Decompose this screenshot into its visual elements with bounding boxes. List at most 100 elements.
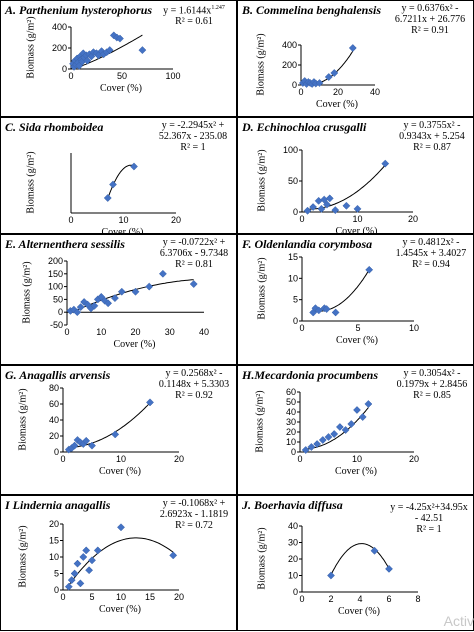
- x-tick-label: 20: [409, 454, 419, 464]
- scatter-plot: 0 50 100 0 200 400: [52, 22, 181, 81]
- regression-equation: y = 0.6376x² -6.7211x + 26.776 R² = 0.91: [386, 3, 474, 36]
- chart-panel-b: B. Commelina benghalensis y = 0.6376x² -6…: [237, 0, 474, 117]
- data-point: [385, 564, 393, 573]
- x-tick-label: 8: [415, 594, 420, 604]
- regression-equation: y = -0.1068x² +2.6923x - 1.1819 R² = 0.72: [151, 498, 237, 531]
- equation-line: 6.3706x - 9.7348: [159, 248, 229, 259]
- equation-line: 6.7211x + 26.776: [394, 14, 466, 25]
- chart-title: E. Alternenthera sessilis: [5, 237, 125, 251]
- data-point: [88, 441, 96, 450]
- equation-line: R² = 0.85: [413, 390, 451, 401]
- data-point: [364, 400, 373, 408]
- data-point: [85, 566, 94, 575]
- y-tick-label: 0: [293, 316, 298, 326]
- data-point: [365, 265, 374, 274]
- data-point: [327, 571, 335, 580]
- scatter-plot: 0 2 4 6 8 0 10 20 30 40: [288, 521, 421, 604]
- equation-line: 0.9343x + 5.254: [399, 131, 465, 142]
- equation-line: R² = 0.87: [413, 142, 451, 153]
- y-tick-label: 40: [286, 407, 296, 417]
- equation-line: y = -4.25x²+34.95x: [390, 502, 468, 513]
- x-tick-label: 20: [171, 215, 181, 225]
- y-tick-label: 10: [49, 552, 59, 562]
- data-point: [70, 569, 79, 578]
- chart-panel-j: J. Boerhavia diffusa y = -4.25x²+34.95x - …: [237, 495, 474, 631]
- x-tick-label: 10: [116, 592, 126, 602]
- equation-line: R² = 0.72: [175, 520, 213, 531]
- data-point: [64, 582, 73, 591]
- data-point: [348, 44, 357, 52]
- data-point: [324, 73, 333, 81]
- x-tick-label: 0: [299, 214, 304, 224]
- equation-line: R² = 1: [416, 524, 442, 535]
- y-tick-label: 30: [286, 417, 296, 427]
- equation-line: 2.6923x - 1.1819: [159, 509, 229, 520]
- y-tick-label: 100: [283, 145, 298, 155]
- x-tick-label: 4: [357, 594, 362, 604]
- y-tick-label: 0: [54, 585, 59, 595]
- equation-line: y = 0.3054x² -: [403, 368, 461, 379]
- x-tick-label: 10: [116, 454, 126, 464]
- data-point: [93, 546, 102, 555]
- equation-line: R² = 1: [180, 142, 206, 153]
- equation-line: 0.1148x + 5.3303: [158, 379, 230, 390]
- y-tick-label: 0: [62, 64, 67, 74]
- scatter-plot: 0 10 20 0 20 40 60 80: [49, 383, 184, 464]
- equation-exponent: 1.247: [211, 5, 225, 11]
- equation-line: R² = 0.94: [412, 259, 450, 270]
- regression-equation: y = 0.2568x² -0.1148x + 5.3303 R² = 0.92: [151, 368, 237, 401]
- data-point: [110, 294, 119, 303]
- x-tick-label: 20: [130, 327, 140, 337]
- data-point: [131, 287, 140, 296]
- x-tick-label: 20: [333, 87, 343, 97]
- data-point: [169, 551, 178, 560]
- y-tick-label: 100: [48, 282, 63, 292]
- data-point: [335, 423, 344, 431]
- data-point: [324, 433, 333, 441]
- x-tick-label: 10: [352, 454, 362, 464]
- x-tick-label: 6: [386, 594, 391, 604]
- chart-panel-c: C. Sida rhomboidea y = -2.2945x² +52.367x…: [0, 117, 237, 238]
- x-tick-label: 40: [199, 327, 209, 337]
- data-point: [83, 56, 92, 65]
- y-tick-label: 50: [288, 176, 298, 186]
- x-tick-label: 20: [174, 454, 184, 464]
- data-point: [341, 426, 350, 434]
- data-point: [317, 204, 326, 213]
- regression-equation: y = -2.2945x² +52.367x - 235.08 R² = 1: [149, 120, 237, 153]
- data-point: [79, 553, 88, 561]
- equation-line: y = 0.2568x² -: [165, 368, 223, 379]
- y-tick-label: 20: [288, 554, 298, 564]
- y-tick-label: 50: [286, 397, 296, 407]
- y-tick-label: 40: [49, 415, 59, 425]
- data-point: [331, 206, 340, 215]
- regression-equation: y = 1.6144x1.247 R² = 0.61: [151, 3, 237, 27]
- y-tick-label: 150: [48, 269, 63, 279]
- data-point: [109, 180, 117, 189]
- trendline: [313, 269, 370, 312]
- data-point: [76, 303, 85, 312]
- x-tick-label: 30: [165, 327, 175, 337]
- data-point: [116, 34, 124, 43]
- equation-line: R² = 0.61: [175, 16, 213, 28]
- data-point: [309, 203, 318, 211]
- equation-line: y = 1.6144x1.247: [163, 5, 225, 17]
- equation-line: - 42.51: [414, 513, 444, 524]
- data-point: [189, 280, 198, 288]
- equation-line: y = 0.4812x² -: [402, 237, 460, 248]
- data-point: [370, 546, 379, 555]
- chart-panel-f: F. Oldenlandia corymbosa y = 0.4812x² -1.…: [237, 234, 474, 365]
- data-point: [73, 436, 82, 444]
- y-tick-label: 80: [49, 383, 59, 393]
- x-tick-label: 0: [297, 454, 302, 464]
- equation-line: 52.367x - 235.08: [158, 131, 228, 142]
- data-point: [347, 420, 356, 428]
- chart-title: I Lindernia anagallis: [5, 498, 111, 512]
- data-point: [105, 46, 114, 55]
- equation-line: R² = 0.81: [175, 259, 213, 270]
- scatter-plot: 0 5 10 15 20 0 5 10 15 20: [49, 519, 184, 602]
- y-tick-label: 0: [293, 207, 298, 217]
- chart-panel-d: D. Echinochloa crusgalli y = 0.3755x² -0.…: [237, 117, 474, 237]
- equation-line: y = 0.3755x² -: [403, 120, 461, 131]
- data-point: [146, 398, 154, 407]
